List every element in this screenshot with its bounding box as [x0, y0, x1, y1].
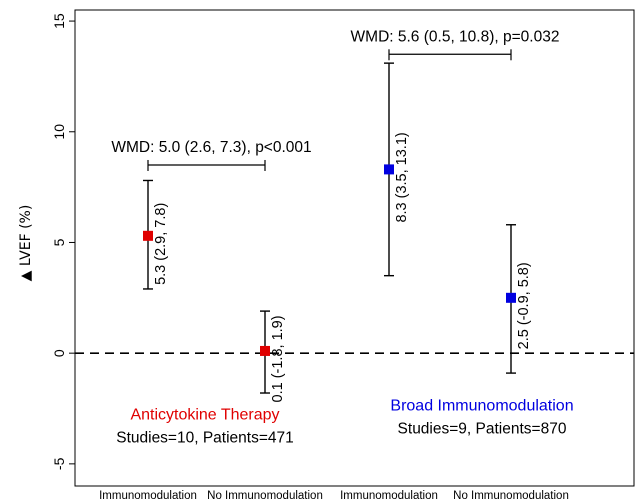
y-tick-label: -5	[51, 457, 67, 470]
data-point	[506, 292, 516, 303]
y-tick-label: 0	[51, 349, 67, 357]
comparison-label: WMD: 5.0 (2.6, 7.3), p<0.001	[111, 139, 311, 156]
y-tick-label: 15	[51, 13, 67, 29]
y-tick-label: 10	[51, 124, 67, 140]
comparison-label: WMD: 5.6 (0.5, 10.8), p=0.032	[351, 28, 560, 45]
data-label: 5.3 (2.9, 7.8)	[153, 203, 169, 285]
group-title: Broad Immunomodulation	[390, 398, 573, 415]
x-tick-label: No Immunomodulation	[453, 490, 569, 502]
data-point	[384, 164, 394, 175]
group-title: Anticytokine Therapy	[130, 407, 279, 424]
data-point	[260, 345, 270, 356]
x-tick-label: Immunomodulation	[99, 490, 197, 502]
plot-frame	[74, 9, 635, 487]
data-label: 8.3 (3.5, 13.1)	[394, 132, 410, 222]
x-tick-label: No Immunomodulation	[207, 490, 323, 502]
x-tick-label: Immunomodulation	[340, 490, 438, 502]
y-tick-label: 5	[51, 238, 67, 246]
y-axis-label: ▲ LVEF (%)	[18, 205, 34, 282]
group-subtitle: Studies=9, Patients=870	[398, 421, 567, 438]
data-point	[143, 230, 153, 241]
data-label: 0.1 (-1.8, 1.9)	[270, 315, 286, 402]
group-subtitle: Studies=10, Patients=471	[116, 430, 294, 447]
data-label: 2.5 (-0.9, 5.8)	[516, 262, 532, 349]
